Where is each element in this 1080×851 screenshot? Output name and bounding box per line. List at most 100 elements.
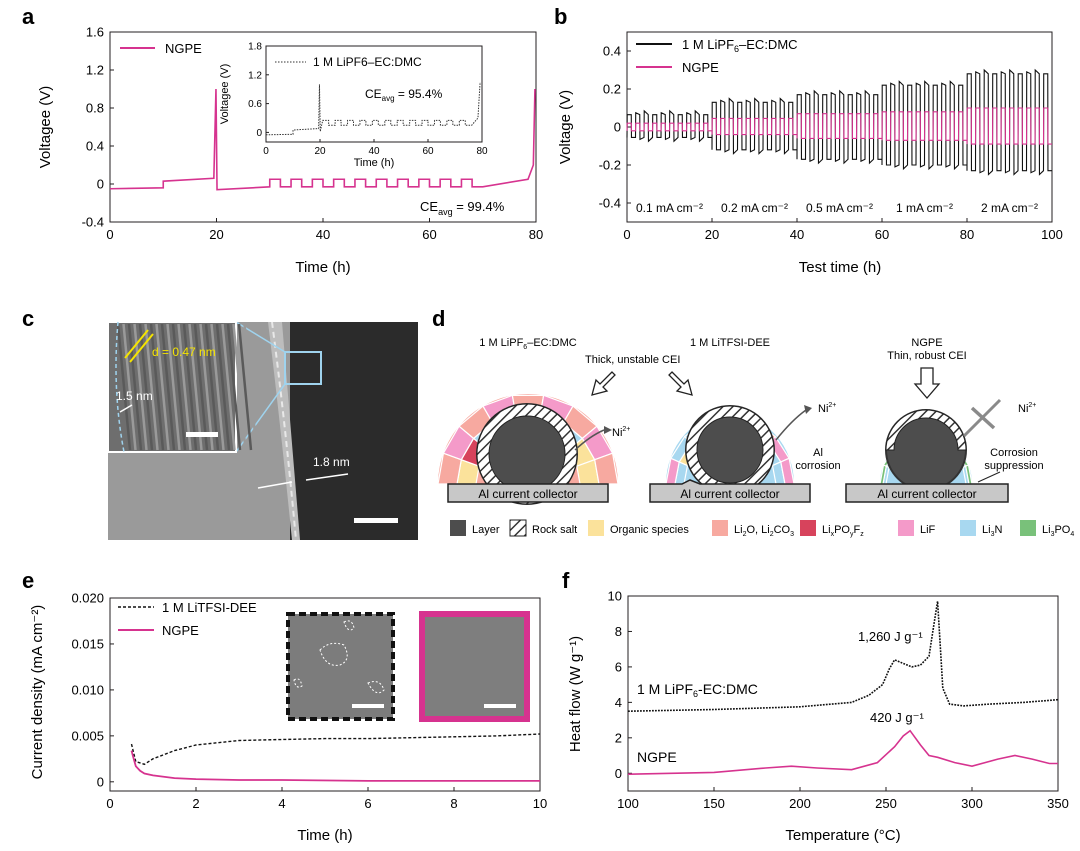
inset-y-tick-label: 0: [256, 128, 262, 139]
legend-label-part: Li: [1042, 524, 1051, 536]
x-tick-label: 100: [617, 796, 639, 811]
lattice-fringe: [193, 323, 209, 451]
lattice-fringe: [243, 323, 258, 451]
x-tick-label: 250: [875, 796, 897, 811]
arrow-icon-1: [591, 371, 616, 396]
panel-e-y-label: Current density (mA cm⁻²): [29, 605, 46, 780]
panel-e-letter: e: [22, 568, 34, 593]
panel-a-inset: 0 20 40 60 80 0 0.6 1.2 1.8 1 M LiPF6–EC:DMC CEa…: [219, 42, 488, 170]
x-tick-label: 60: [422, 227, 436, 242]
legend-label-part: Li: [982, 524, 991, 536]
al-corrosion-label: Al corrosion: [795, 447, 840, 472]
d-title-3: NGPE: [911, 337, 942, 349]
collector-label-2: Al current collector: [680, 487, 779, 501]
panel-a-y-label: Voltagee (V): [37, 86, 54, 169]
panel-f-y-label: Heat flow (W g⁻¹): [567, 636, 584, 752]
ni-dissolution-arrow-2: [775, 409, 807, 441]
y-tick-label: 0.005: [71, 728, 104, 743]
legend-label: LiF: [920, 524, 936, 536]
sem-pit-4: [293, 678, 303, 688]
rate-label: 1 mA cm⁻²: [896, 201, 953, 215]
lattice-fringe: [188, 323, 203, 451]
y-tick-label: 0: [614, 120, 621, 135]
y-tick-label: 2: [615, 730, 622, 745]
x-tick-label: 4: [278, 796, 285, 811]
inset-x-tick-label: 40: [368, 146, 380, 157]
y-tick-label: -0.4: [82, 215, 104, 230]
cei-grain: [594, 452, 619, 485]
panel-f-ticks: 100 150 200 250 300 350 0 2 4 6 8 10: [608, 589, 1069, 811]
sem-pit-1: [319, 642, 348, 666]
sem-inset-ngpe: [419, 611, 530, 722]
lattice-fringe: [226, 323, 242, 451]
tem-zoom-box: [284, 351, 322, 385]
inset-y-tick-label: 1.8: [248, 42, 262, 53]
collector-2: [649, 479, 811, 503]
panel-d-letter: d: [432, 306, 445, 331]
inset-y-tick-label: 1.2: [248, 70, 262, 81]
legend-label-part: Li: [734, 524, 743, 536]
y-tick-label: 0.4: [603, 44, 621, 59]
sem-scale-bar-1: [352, 704, 384, 708]
panel-e: e 0 2 4 6 8 10 0 0.005 0.010 0.015 0.020 Current d…: [22, 568, 547, 844]
tem-edge-gradient: [268, 322, 300, 540]
y-tick-label: 0: [97, 774, 104, 789]
legend-swatch: [588, 520, 604, 536]
x-tick-label: 150: [703, 796, 725, 811]
y-tick-label: 1.2: [86, 63, 104, 78]
legend-label-part: 4: [1070, 531, 1074, 538]
panel-b-rate-labels: 0.1 mA cm⁻² 0.2 mA cm⁻² 0.5 mA cm⁻² 1 mA cm…: [636, 201, 1038, 215]
x-tick-label: 200: [789, 796, 811, 811]
d-spacing-label: d = 0.47 nm: [152, 345, 216, 359]
y-tick-label: 0.2: [603, 82, 621, 97]
x-tick-label: 300: [961, 796, 983, 811]
panel-e-ngpe-curve: [130, 750, 540, 782]
legend-label-part: 3: [991, 531, 995, 538]
cei-thick-label: 1.8 nm: [313, 455, 350, 469]
rate-label: 0.5 mA cm⁻²: [806, 201, 873, 215]
panel-a: a 0 20 40 60 80-0.400.40.81.21.6 Voltagee (V…: [22, 4, 543, 276]
legend-swatch: [509, 519, 527, 537]
ni-arrowhead-2: [804, 405, 812, 414]
block-x-line-1: [970, 406, 996, 430]
x-tick-label: 60: [875, 227, 889, 242]
x-tick-label: 40: [316, 227, 330, 242]
lattice-fringe: [155, 323, 170, 451]
lattice-fringe: [215, 323, 231, 451]
cei-thick-arrow-2: [305, 473, 349, 481]
panel-e-ticks: 0 2 4 6 8 10 0 0.005 0.010 0.015 0.020: [71, 591, 547, 811]
panel-f: f 100 150 200 250 300 350 0 2 4 6 8 10 Heat flow (W…: [562, 568, 1069, 844]
panel-f-series-label-2: NGPE: [637, 749, 677, 765]
x-tick-label: 40: [790, 227, 804, 242]
panel-b-ngpe-curve: [626, 107, 1052, 145]
legend-label-part: O, Li: [746, 524, 769, 536]
legend-label: LixPOyFz: [822, 524, 864, 538]
y-tick-label: 6: [615, 659, 622, 674]
panel-d: d Al current collector 1 M LiPF6–EC:DMC …: [432, 306, 1074, 538]
x-tick-label: 0: [106, 796, 113, 811]
lattice-fringe: [177, 323, 192, 451]
y-tick-label: 4: [615, 695, 622, 710]
tem-dark-region: [290, 322, 418, 540]
collector-3: [845, 483, 1009, 503]
panel-c-letter: c: [22, 306, 34, 331]
x-tick-label: 20: [209, 227, 223, 242]
panel-b-liPF6-curve: [626, 68, 1052, 176]
legend-swatch: [800, 520, 816, 536]
legend-swatch: [450, 520, 466, 536]
legend-label-part: CO: [774, 524, 791, 536]
tem-inset-boundary: [115, 321, 125, 453]
y-tick-label: 0.020: [71, 591, 104, 606]
panel-f-annotation-2: 420 J g⁻¹: [870, 710, 925, 725]
panel-b-y-label: Voltage (V): [557, 90, 574, 164]
corrosion-suppression-label: Corrosion suppression: [984, 447, 1043, 472]
inset-y-tick-label: 0.6: [248, 99, 262, 110]
panel-a-legend-label: NGPE: [165, 41, 202, 56]
panel-b-ticks: 0 20 40 60 80 100 -0.4 -0.2 0 0.2 0.4: [599, 44, 1063, 242]
x-tick-label: 350: [1047, 796, 1069, 811]
panel-a-x-label: Time (h): [295, 259, 350, 276]
x-tick-label: 0: [623, 227, 630, 242]
legend-label-part: F: [853, 524, 860, 536]
panel-b: b 0 20 40 60 80 100 -0.4 -0.2 0 0.2 0.4 Voltage (V…: [554, 4, 1063, 276]
